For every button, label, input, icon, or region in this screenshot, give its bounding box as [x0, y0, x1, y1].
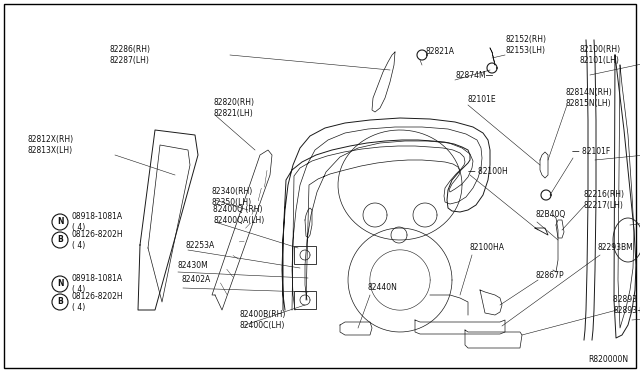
Text: 82400Q (RH)
82400QA(LH): 82400Q (RH) 82400QA(LH) — [213, 205, 264, 225]
Text: — 82100H: — 82100H — [468, 167, 508, 176]
Text: 82400B(RH)
82400C(LH): 82400B(RH) 82400C(LH) — [240, 310, 286, 330]
Text: 08918-1081A
( 4): 08918-1081A ( 4) — [72, 274, 123, 294]
Text: 82812X(RH)
82813X(LH): 82812X(RH) 82813X(LH) — [28, 135, 74, 155]
Text: N: N — [57, 279, 63, 289]
Text: N: N — [57, 218, 63, 227]
Text: R820000N: R820000N — [588, 356, 628, 365]
Text: 82216(RH)
82217(LH): 82216(RH) 82217(LH) — [583, 190, 624, 210]
Text: 82100(RH)
82101(LH): 82100(RH) 82101(LH) — [580, 45, 621, 65]
Text: 82340(RH)
82350(LH): 82340(RH) 82350(LH) — [212, 187, 253, 207]
Bar — [294, 291, 316, 309]
Text: 82867P: 82867P — [536, 270, 564, 279]
Text: 82440N: 82440N — [368, 283, 398, 292]
Text: 82100HA: 82100HA — [470, 244, 505, 253]
Text: 08918-1081A
( 4): 08918-1081A ( 4) — [72, 212, 123, 232]
Text: 08126-8202H
( 4): 08126-8202H ( 4) — [72, 230, 124, 250]
Text: 82820(RH)
82821(LH): 82820(RH) 82821(LH) — [213, 98, 254, 118]
Text: 82814N(RH)
82815N(LH): 82814N(RH) 82815N(LH) — [565, 88, 612, 108]
Text: 82B40Q: 82B40Q — [535, 211, 565, 219]
Text: B: B — [57, 298, 63, 307]
Text: 08126-8202H
( 4): 08126-8202H ( 4) — [72, 292, 124, 312]
Bar — [294, 246, 316, 264]
Text: B: B — [57, 235, 63, 244]
Text: 82293BM: 82293BM — [598, 244, 634, 253]
Text: 82253A: 82253A — [185, 241, 214, 250]
Text: 82152(RH)
82153(LH): 82152(RH) 82153(LH) — [505, 35, 546, 55]
Text: 82430M: 82430M — [178, 260, 209, 269]
Text: 82101E: 82101E — [468, 96, 497, 105]
Text: 82286(RH)
82287(LH): 82286(RH) 82287(LH) — [110, 45, 151, 65]
Text: 82821A: 82821A — [425, 48, 454, 57]
Text: 82893  (RH)
82893+A(LH): 82893 (RH) 82893+A(LH) — [613, 295, 640, 315]
Text: — 82101F: — 82101F — [572, 148, 611, 157]
Text: 82874M—: 82874M— — [455, 71, 493, 80]
Text: 82402A: 82402A — [182, 276, 211, 285]
